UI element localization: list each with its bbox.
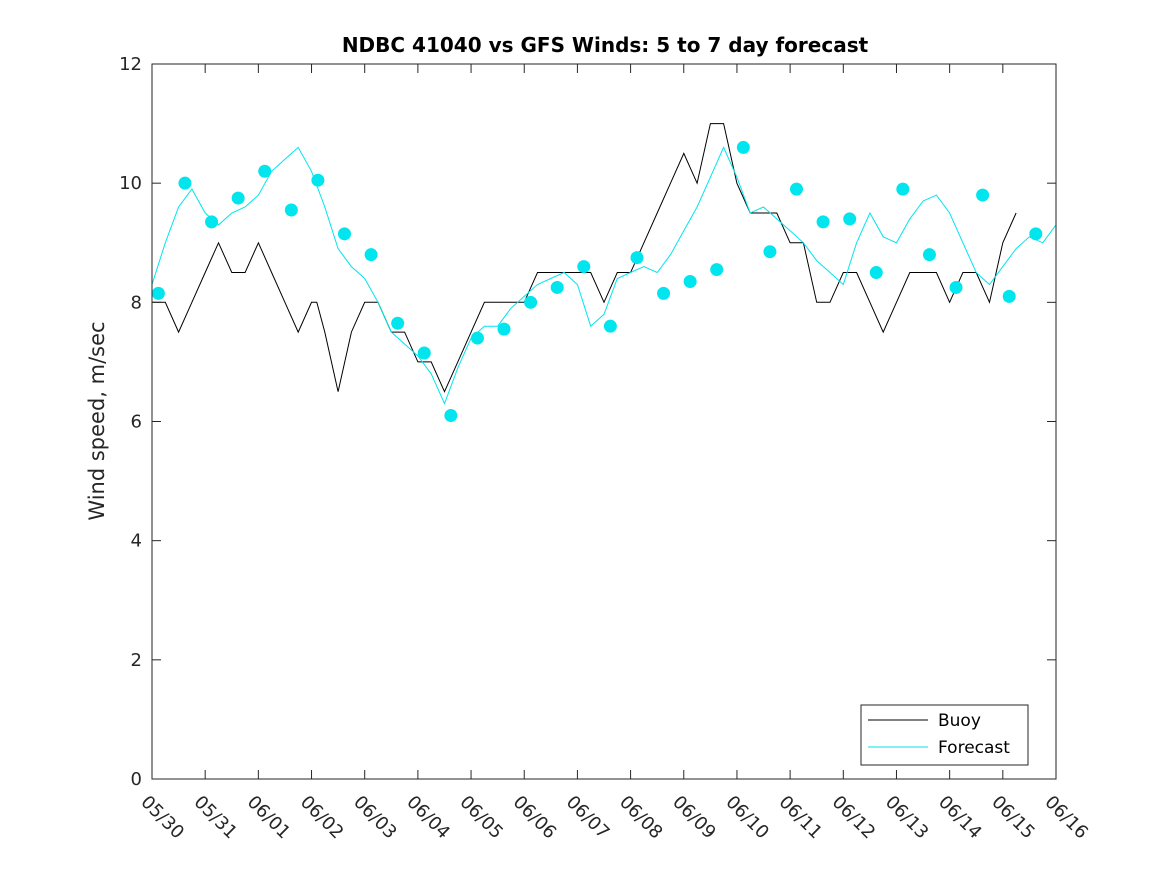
legend-box [860,704,1029,766]
x-tick-label: 06/04 [402,792,454,844]
forecast-point [1002,289,1016,303]
forecast-point [391,316,405,330]
x-tick-label: 05/31 [190,792,242,844]
forecast-point [657,286,671,300]
y-tick-label: 2 [131,650,142,671]
forecast-point [311,173,325,187]
forecast-point [284,203,298,217]
forecast-point [1029,227,1043,241]
forecast-point [869,266,883,280]
x-tick-label: 06/15 [987,792,1039,844]
x-tick-label: 06/09 [668,792,720,844]
x-tick-label: 06/01 [243,792,295,844]
x-tick-label: 05/30 [136,792,188,844]
chart-title: NDBC 41040 vs GFS Winds: 5 to 7 day fore… [342,33,869,57]
forecast-point [497,322,511,336]
axes-box [151,63,1057,780]
forecast-point [205,215,219,229]
forecast-point [736,140,750,154]
y-tick-label: 10 [119,173,142,194]
y-tick-label: 4 [131,531,142,552]
forecast-point [922,248,936,262]
x-tick-label: 06/07 [562,792,614,844]
x-tick-label: 06/12 [828,792,880,844]
forecast-point [444,409,458,423]
x-tick-label: 06/03 [349,792,401,844]
x-tick-label: 06/02 [296,792,348,844]
forecast-point [231,191,245,205]
x-tick-label: 06/16 [1040,792,1092,844]
forecast-point [577,260,591,274]
forecast-point [710,263,724,277]
plot-area [151,123,1057,423]
y-tick-label: 8 [131,292,142,313]
forecast-point [337,227,351,241]
x-tick-label: 06/10 [721,792,773,844]
forecast-point [763,245,777,259]
forecast-point [630,251,644,265]
forecast-point [364,248,378,262]
legend-buoy-label: Buoy [938,711,981,731]
forecast-point [524,295,538,309]
forecast-series-line [151,146,1057,405]
forecast-point [151,286,165,300]
forecast-point [603,319,617,333]
x-tick-label: 06/11 [775,792,827,844]
forecast-point [258,164,272,178]
forecast-point [470,331,484,345]
forecast-point [816,215,830,229]
y-axis-label: Wind speed, m/sec [85,321,109,520]
x-tick-label: 06/08 [615,792,667,844]
forecast-point [550,280,564,294]
forecast-point [417,346,431,360]
legend-forecast-label: Forecast [938,738,1010,758]
x-tick-label: 06/06 [509,792,561,844]
y-tick-label: 12 [119,54,142,75]
legend: Buoy Forecast [860,704,1029,766]
forecast-point [178,176,192,190]
forecast-point [896,182,910,196]
x-tick-label: 06/05 [456,792,508,844]
x-tick-label: 06/14 [934,792,986,844]
y-tick-label: 6 [131,412,142,433]
forecast-point [976,188,990,202]
forecast-point [949,280,963,294]
forecast-point [843,212,857,226]
buoy-series-line [152,123,1017,393]
y-tick-label: 0 [131,769,142,790]
forecast-point [789,182,803,196]
x-tick-label: 06/13 [881,792,933,844]
forecast-point [683,274,697,288]
